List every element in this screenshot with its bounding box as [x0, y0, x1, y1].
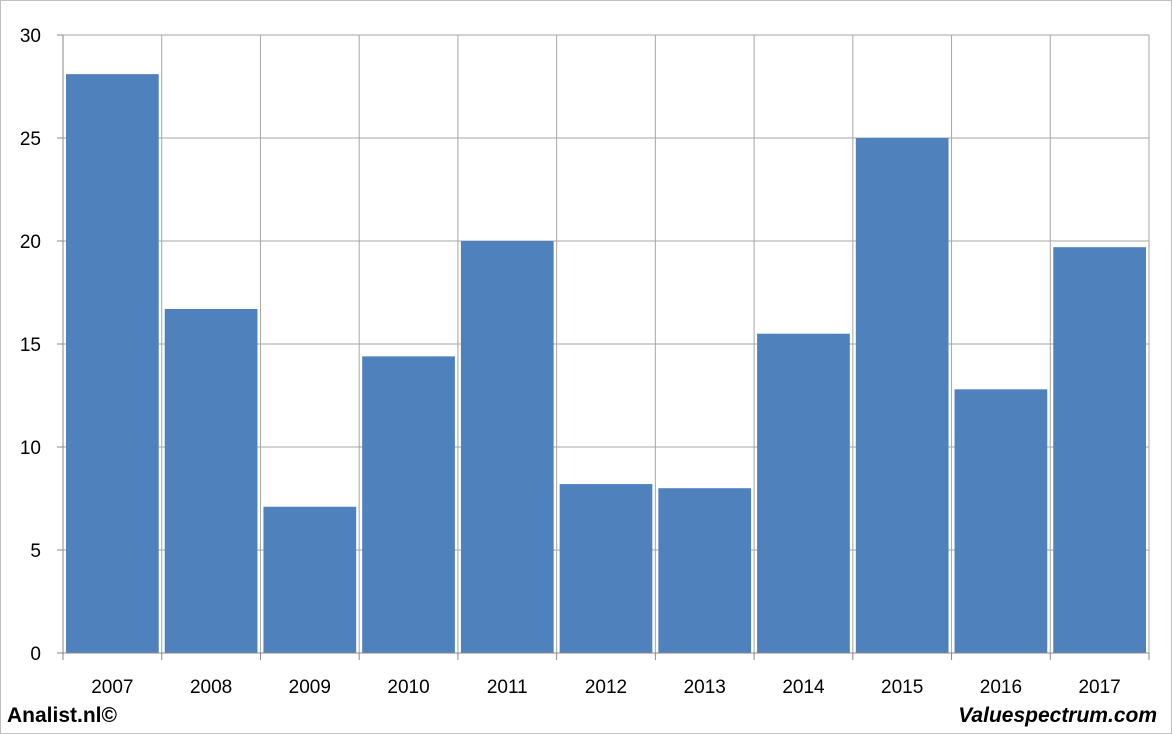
bar-2009 — [263, 506, 357, 653]
grid-layer — [62, 34, 1150, 653]
y-tick-label: 25 — [20, 129, 41, 150]
y-tick-label: 5 — [30, 541, 41, 562]
bar-2011 — [460, 241, 554, 653]
y-tick-label: 15 — [20, 335, 41, 356]
bar-2014 — [757, 333, 850, 653]
y-tick-label: 0 — [30, 644, 41, 665]
x-tick-label: 2013 — [684, 677, 726, 698]
bar-2012 — [559, 484, 653, 653]
x-tick-label: 2016 — [980, 677, 1022, 698]
x-tick-label: 2015 — [881, 677, 923, 698]
y-tick-label: 30 — [20, 26, 41, 47]
bar-2007 — [66, 74, 159, 653]
x-tick-labels: 2007 2008 2009 2010 2011 2012 2013 2014 2015 2016… — [91, 677, 1121, 698]
x-tick-label: 2008 — [190, 677, 232, 698]
footer-source-left: Analist.nl© — [7, 704, 117, 727]
bar-2017 — [1053, 247, 1146, 653]
bar-2016 — [954, 389, 1048, 653]
x-tick-label: 2010 — [387, 677, 429, 698]
x-tick-label: 2007 — [91, 677, 133, 698]
x-tick-label: 2017 — [1078, 677, 1120, 698]
axis-layer — [57, 34, 1150, 660]
footer-source-right: Valuespectrum.com — [958, 704, 1157, 727]
x-tick-label: 2009 — [289, 677, 331, 698]
y-tick-label: 20 — [20, 232, 41, 253]
bar-2015 — [855, 138, 949, 653]
bar-2013 — [658, 488, 752, 653]
x-tick-label: 2012 — [585, 677, 627, 698]
x-tick-label: 2014 — [782, 677, 825, 698]
y-tick-labels: 0 5 10 15 20 25 30 — [20, 26, 41, 665]
bars-layer — [66, 74, 1146, 653]
y-tick-label: 10 — [20, 438, 41, 459]
x-tick-label: 2011 — [487, 677, 528, 698]
bar-2008 — [164, 308, 258, 653]
bar-2010 — [362, 356, 455, 653]
